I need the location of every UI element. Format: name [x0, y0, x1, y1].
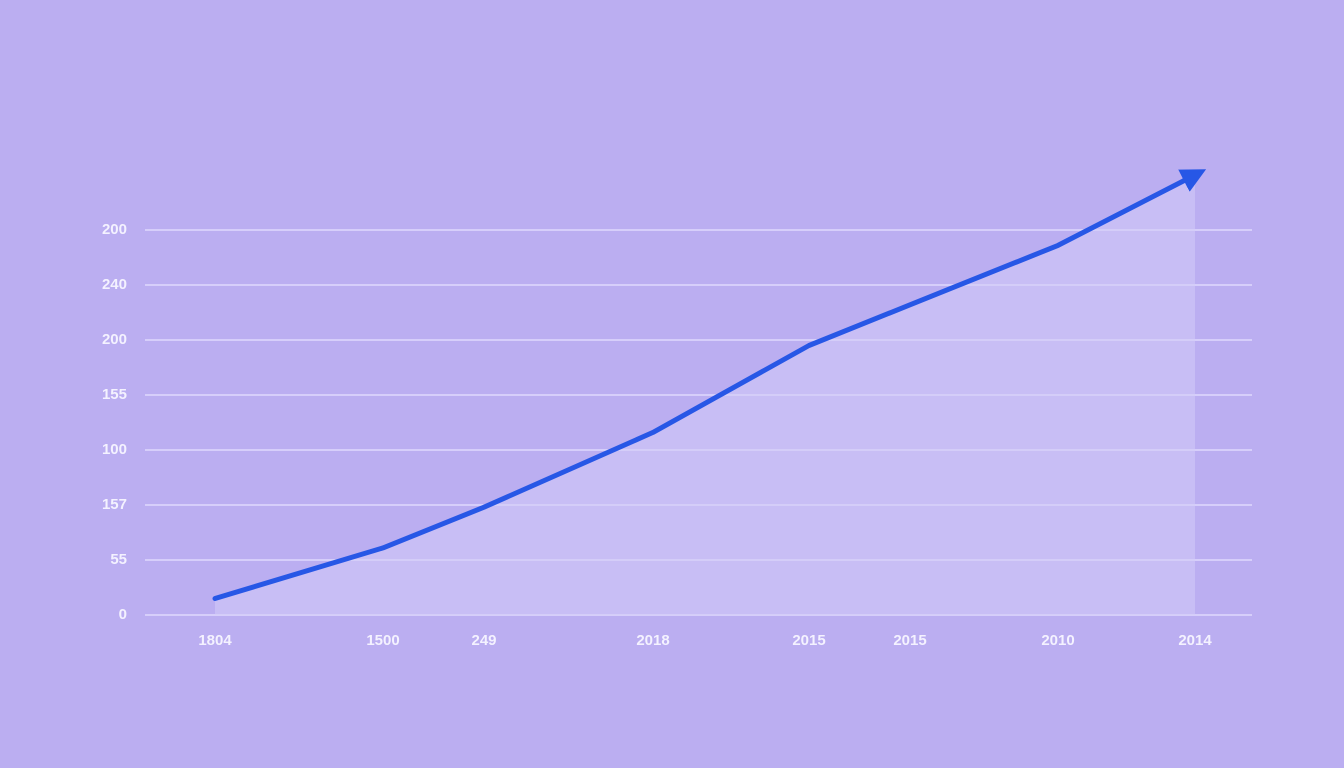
x-tick-label: 1804 — [198, 632, 232, 649]
y-tick-label: 157 — [102, 496, 127, 513]
y-tick-label: 200 — [102, 221, 127, 238]
y-tick-label: 200 — [102, 331, 127, 348]
x-tick-label: 2018 — [636, 632, 669, 649]
y-tick-label: 155 — [102, 386, 127, 403]
x-tick-label: 2015 — [792, 632, 825, 649]
x-tick-label: 1500 — [366, 632, 399, 649]
x-tick-label: 249 — [471, 632, 496, 649]
y-tick-label: 240 — [102, 276, 127, 293]
x-tick-label: 2014 — [1178, 632, 1212, 649]
y-tick-label: 55 — [110, 551, 127, 568]
x-tick-label: 2015 — [893, 632, 926, 649]
y-tick-label: 100 — [102, 441, 127, 458]
area-fill — [215, 175, 1195, 615]
y-tick-label: 0 — [119, 606, 127, 623]
x-tick-label: 2010 — [1041, 632, 1074, 649]
line — [212, 169, 1207, 601]
